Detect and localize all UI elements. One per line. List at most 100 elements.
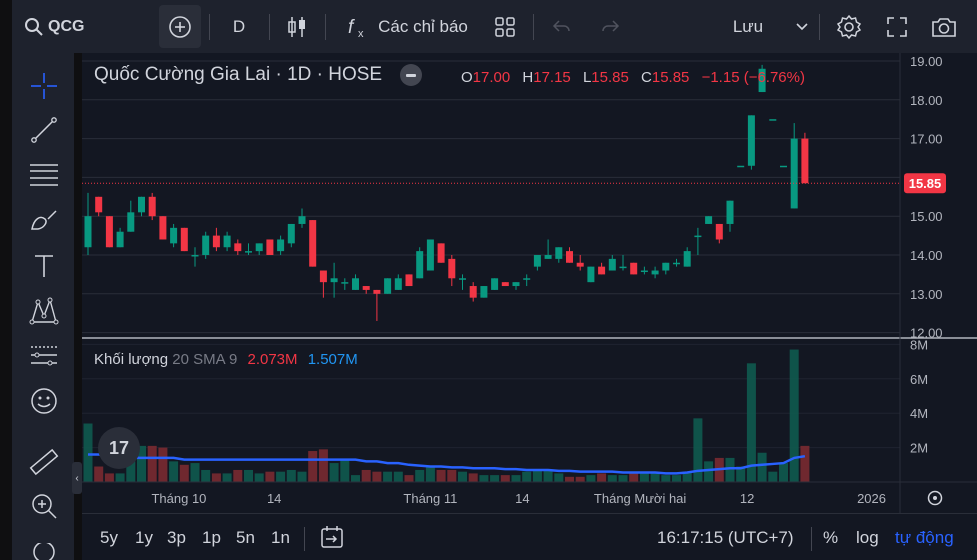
redo-button[interactable] bbox=[595, 5, 625, 48]
candle bbox=[223, 231, 231, 252]
price-tick-label: 17.00 bbox=[910, 132, 943, 147]
volume-bar bbox=[147, 445, 157, 482]
volume-bar bbox=[211, 473, 221, 482]
volume-bar bbox=[137, 445, 146, 482]
range-1y[interactable]: 1y bbox=[135, 528, 153, 547]
candle bbox=[608, 255, 616, 271]
fullscreen-icon bbox=[887, 16, 907, 37]
low-value: 15.85 bbox=[591, 69, 629, 86]
volume-bar bbox=[629, 473, 639, 482]
legend-title[interactable]: Quốc Cường Gia Lai · 1D · HOSE bbox=[94, 64, 383, 85]
volume-legend: Khối lượng 20 SMA 9 2.073M 1.507M bbox=[94, 351, 358, 368]
candle bbox=[362, 286, 370, 294]
camera-icon bbox=[932, 17, 956, 37]
brush-tool[interactable] bbox=[26, 202, 62, 238]
trend-line-tool[interactable] bbox=[26, 112, 62, 148]
range-1n[interactable]: 1n bbox=[271, 528, 290, 547]
close-value: 15.85 bbox=[651, 69, 690, 86]
text-tool[interactable] bbox=[26, 248, 62, 284]
save-button[interactable]: Lưu bbox=[728, 5, 768, 48]
chevron-down-icon bbox=[796, 22, 808, 30]
pattern-tool[interactable] bbox=[26, 293, 62, 329]
range-5n[interactable]: 5n bbox=[236, 528, 255, 547]
range-3p[interactable]: 3p bbox=[167, 528, 186, 547]
symbol-search-button[interactable]: QCG bbox=[24, 5, 114, 48]
volume-bar bbox=[393, 471, 403, 482]
redo-icon bbox=[602, 19, 620, 32]
volume-title[interactable]: Khối lượng bbox=[94, 351, 169, 368]
collapse-legend-button[interactable] bbox=[400, 64, 423, 86]
volume-bar bbox=[83, 423, 93, 482]
chart-type-button[interactable] bbox=[282, 5, 312, 48]
volume-tick-label: 2M bbox=[910, 441, 928, 456]
percent-toggle[interactable]: % bbox=[823, 528, 839, 547]
range-1p[interactable]: 1p bbox=[202, 528, 221, 547]
volume-bar bbox=[254, 473, 264, 482]
clock-timezone[interactable]: 16:17:15 (UTC+7) bbox=[657, 528, 794, 547]
volume-bar bbox=[757, 452, 767, 482]
toolbar-divider bbox=[819, 14, 820, 40]
candle bbox=[533, 255, 541, 271]
volume-bar bbox=[297, 471, 307, 482]
candle bbox=[95, 196, 103, 217]
fib-tool[interactable] bbox=[26, 157, 62, 193]
time-tick-label: 14 bbox=[515, 491, 529, 506]
undo-button[interactable] bbox=[547, 5, 577, 48]
interval-label: D bbox=[232, 16, 246, 36]
volume-bar bbox=[511, 475, 521, 482]
symbol-legend: Quốc Cường Gia Lai · 1D · HOSE bbox=[94, 64, 423, 86]
settings-button[interactable] bbox=[833, 5, 865, 48]
candle bbox=[737, 165, 745, 168]
collapse-toolbar-button[interactable]: ‹ bbox=[72, 462, 82, 494]
chart-pane[interactable]: 19.0018.0017.0016.0015.0014.0013.0012.00… bbox=[82, 53, 977, 560]
volume-value: 2.073M bbox=[247, 351, 298, 368]
log-toggle[interactable]: log bbox=[856, 528, 879, 547]
snapshot-button[interactable] bbox=[928, 5, 960, 48]
smiley-icon bbox=[31, 388, 57, 414]
candle bbox=[180, 227, 188, 252]
volume-bar bbox=[222, 473, 232, 482]
icons-tool[interactable] bbox=[26, 383, 62, 419]
fullscreen-button[interactable] bbox=[881, 5, 913, 48]
crosshair-tool[interactable] bbox=[26, 68, 62, 104]
candle bbox=[309, 220, 317, 267]
volume-bar bbox=[779, 463, 788, 482]
candle bbox=[512, 282, 520, 290]
chart-canvas[interactable]: 19.0018.0017.0016.0015.0014.0013.0012.00… bbox=[82, 53, 977, 513]
volume-bar bbox=[104, 473, 114, 482]
candle bbox=[544, 239, 552, 259]
calendar-arrow-icon bbox=[321, 526, 343, 548]
magnet-tool[interactable] bbox=[26, 543, 62, 560]
candle bbox=[555, 247, 563, 263]
zoom-tool[interactable] bbox=[26, 488, 62, 524]
toolbar-divider bbox=[533, 14, 534, 40]
prediction-tool[interactable] bbox=[26, 338, 62, 374]
candle bbox=[298, 208, 306, 228]
save-menu-button[interactable] bbox=[790, 5, 814, 48]
candle bbox=[630, 262, 638, 275]
ruler-tool[interactable] bbox=[26, 444, 62, 480]
candle bbox=[469, 282, 477, 302]
candle bbox=[266, 239, 274, 255]
auto-scale-toggle[interactable]: tự động bbox=[895, 528, 954, 547]
volume-bar bbox=[286, 469, 296, 482]
candle bbox=[341, 278, 349, 290]
volume-bar bbox=[725, 457, 735, 482]
volume-bar bbox=[800, 445, 810, 482]
volume-bar bbox=[693, 418, 703, 482]
svg-text:x: x bbox=[358, 28, 364, 39]
layouts-button[interactable] bbox=[490, 5, 520, 48]
measure-lines-icon bbox=[31, 346, 57, 366]
goto-settings-button[interactable] bbox=[927, 490, 943, 506]
tradingview-logo[interactable]: 17 bbox=[98, 427, 140, 469]
candle bbox=[587, 266, 595, 283]
candle bbox=[480, 286, 488, 298]
candle bbox=[673, 258, 680, 267]
interval-button[interactable]: D bbox=[222, 5, 256, 48]
volume-bar bbox=[318, 449, 328, 482]
compare-symbol-button[interactable] bbox=[159, 5, 201, 48]
goto-date-button[interactable] bbox=[319, 525, 345, 554]
range-5y[interactable]: 5y bbox=[100, 528, 118, 547]
